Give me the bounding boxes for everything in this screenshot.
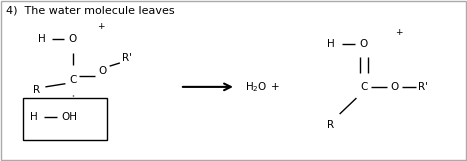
Text: O: O (98, 66, 106, 76)
Text: H: H (38, 34, 46, 44)
Text: 4)  The water molecule leaves: 4) The water molecule leaves (6, 5, 175, 15)
Text: R: R (34, 85, 41, 95)
Text: R': R' (418, 82, 428, 92)
Bar (23, 98, 107, 140)
Text: +: + (97, 22, 105, 31)
Text: +: + (395, 28, 403, 37)
Text: R': R' (122, 53, 132, 63)
Text: R: R (327, 120, 334, 130)
Text: +: + (271, 82, 280, 92)
Text: O: O (69, 34, 77, 44)
Text: O: O (390, 82, 398, 92)
Text: C: C (360, 82, 368, 92)
Text: OH: OH (62, 112, 78, 122)
Text: H: H (30, 112, 38, 122)
Text: C: C (69, 76, 77, 85)
Text: H$_2$O: H$_2$O (245, 80, 268, 94)
Text: O: O (360, 39, 368, 49)
Text: H: H (327, 39, 335, 49)
